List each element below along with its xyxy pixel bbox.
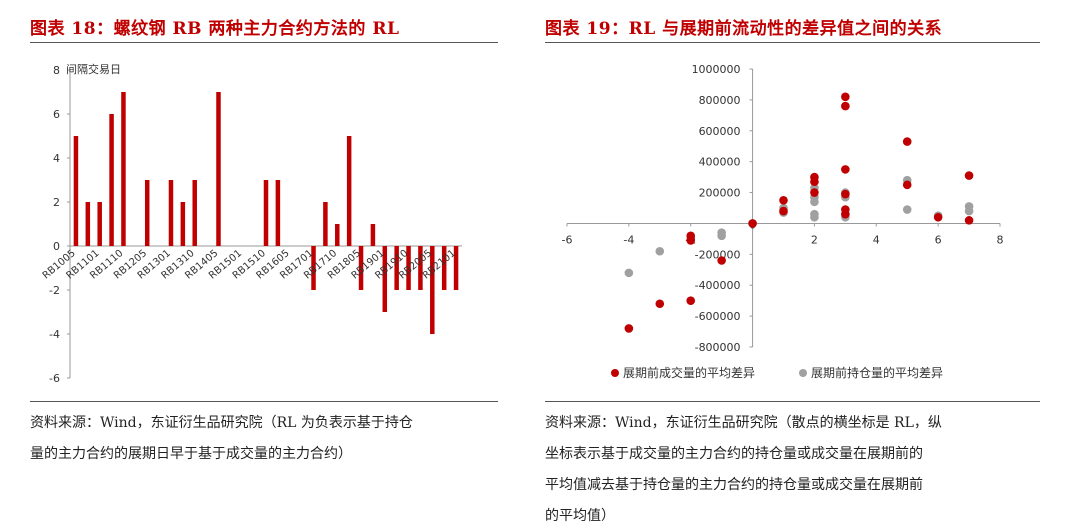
bar-RB2010	[441, 246, 447, 290]
y-tick-label: -6	[49, 372, 60, 385]
trading-volume-point	[686, 236, 696, 245]
y-tick-label: 2	[53, 196, 60, 209]
bar-RB1310	[192, 180, 197, 246]
bar-RB1601	[275, 180, 281, 246]
bar-RB1101	[97, 202, 102, 246]
bar-RB1701	[311, 246, 316, 290]
right-source-line-2: 坐标表示基于成交量的主力合约的持仓量或成交量在展期前的	[545, 446, 923, 462]
bar-RB1705	[323, 202, 328, 246]
bar-RB1405	[216, 92, 221, 246]
x-tick-label: -4	[623, 233, 634, 246]
bar-RB1710	[335, 224, 340, 246]
open-interest-point	[624, 268, 634, 278]
y-tick-label: -2	[49, 284, 60, 297]
y-tick-label: 1000000	[692, 63, 741, 76]
bar-RB1010	[85, 202, 91, 246]
right-source-line-1: 资料来源：Wind，东证衍生品研究院（散点的横坐标是 RL，纵	[545, 415, 942, 431]
trading-volume-point	[624, 324, 634, 333]
y-tick-label: 400000	[699, 156, 741, 169]
legend-marker-volume	[611, 369, 619, 377]
y-axis-title: 间隔交易日	[66, 62, 121, 76]
right-bottom-rule	[545, 401, 1040, 402]
trading-volume-point	[841, 165, 850, 174]
trading-volume-point	[964, 171, 974, 180]
bar-RB1510	[263, 180, 269, 246]
bar-RB1301	[168, 180, 174, 246]
trading-volume-point	[841, 189, 850, 199]
y-tick-label: 0	[53, 240, 60, 253]
trading-volume-point	[810, 188, 819, 197]
x-tick-label: -6	[562, 233, 573, 246]
legend-label-volume: 展期前成交量的平均差异	[623, 365, 755, 380]
open-interest-point	[717, 231, 726, 241]
bar-RB1801	[346, 136, 352, 246]
open-interest-point	[902, 205, 912, 214]
legend-label-open-interest: 展期前持仓量的平均差异	[811, 365, 943, 380]
y-tick-label: 4	[53, 152, 60, 165]
bar-RB1305	[180, 202, 186, 246]
trading-volume-point	[841, 101, 850, 111]
x-tick-label: 6	[935, 233, 942, 246]
bar-RB1905	[394, 246, 399, 290]
y-tick-label: 6	[53, 108, 60, 121]
left-source-line-1: 资料来源：Wind，东证衍生品研究院（RL 为负表示基于持仓	[30, 415, 413, 431]
y-tick-label: 8	[53, 64, 60, 77]
legend-marker-open-interest	[799, 369, 807, 377]
y-tick-label: -400000	[695, 279, 741, 292]
open-interest-point	[655, 246, 665, 256]
trading-volume-point	[964, 216, 974, 225]
trading-volume-point	[779, 195, 788, 205]
bar-RB1901	[382, 246, 388, 312]
right-source-line-4: 的平均值）	[545, 508, 615, 524]
bar-RB2101	[453, 246, 459, 290]
y-tick-label: 200000	[699, 187, 741, 200]
trading-volume-point	[902, 180, 912, 190]
open-interest-point	[810, 197, 819, 207]
y-tick-label: -800000	[695, 341, 741, 354]
bar-RB1005	[73, 136, 79, 246]
left-bottom-rule	[30, 401, 498, 402]
right-source-note: 资料来源：Wind，东证衍生品研究院（散点的横坐标是 RL，纵 坐标表示基于成交…	[545, 408, 942, 532]
left-top-rule	[30, 42, 498, 43]
trading-volume-point	[841, 209, 850, 219]
open-interest-point	[810, 212, 819, 222]
left-source-note: 资料来源：Wind，东证衍生品研究院（RL 为负表示基于持仓 量的主力合约的展期…	[30, 408, 413, 470]
trading-volume-point	[686, 296, 696, 305]
bar-RB1910	[406, 246, 411, 290]
trading-volume-point	[779, 206, 788, 216]
bar-RB1810	[370, 224, 376, 246]
left-figure-title: 图表 18：螺纹钢 RB 两种主力合约方法的 RL	[30, 19, 400, 39]
y-tick-label: 800000	[699, 94, 741, 107]
trading-volume-point	[841, 92, 850, 102]
y-tick-label: -600000	[695, 310, 741, 323]
trading-volume-point	[902, 137, 912, 146]
trading-volume-point	[748, 219, 757, 228]
right-source-line-3: 平均值减去基于持仓量的主力合约的持仓量或成交量在展期前	[545, 477, 923, 493]
trading-volume-point	[655, 299, 665, 309]
bar-RB1105	[109, 114, 114, 246]
y-tick-label: -200000	[695, 248, 741, 261]
trading-volume-point	[717, 256, 726, 265]
x-tick-label: 8	[997, 233, 1004, 246]
right-top-rule	[545, 42, 1040, 43]
bar-RB1805	[358, 246, 364, 290]
trading-volume-point	[933, 212, 943, 222]
trading-volume-point	[810, 177, 819, 187]
x-tick-label: 4	[873, 233, 880, 246]
scatter-chart: -6-4-224680-800000-600000-400000-2000002…	[562, 63, 1004, 380]
bar-RB1205	[144, 180, 150, 246]
bar-RB2001	[418, 246, 423, 290]
x-tick-label: 2	[811, 233, 818, 246]
open-interest-point	[964, 206, 974, 216]
right-figure-title: 图表 19：RL 与展期前流动性的差异值之间的关系	[545, 19, 943, 39]
bar-RB2005	[430, 246, 435, 334]
bar-RB1110	[121, 92, 126, 246]
y-tick-label: 600000	[699, 125, 741, 138]
left-source-line-2: 量的主力合约的展期日早于基于成交量的主力合约）	[30, 446, 352, 462]
y-tick-label: -4	[49, 328, 60, 341]
